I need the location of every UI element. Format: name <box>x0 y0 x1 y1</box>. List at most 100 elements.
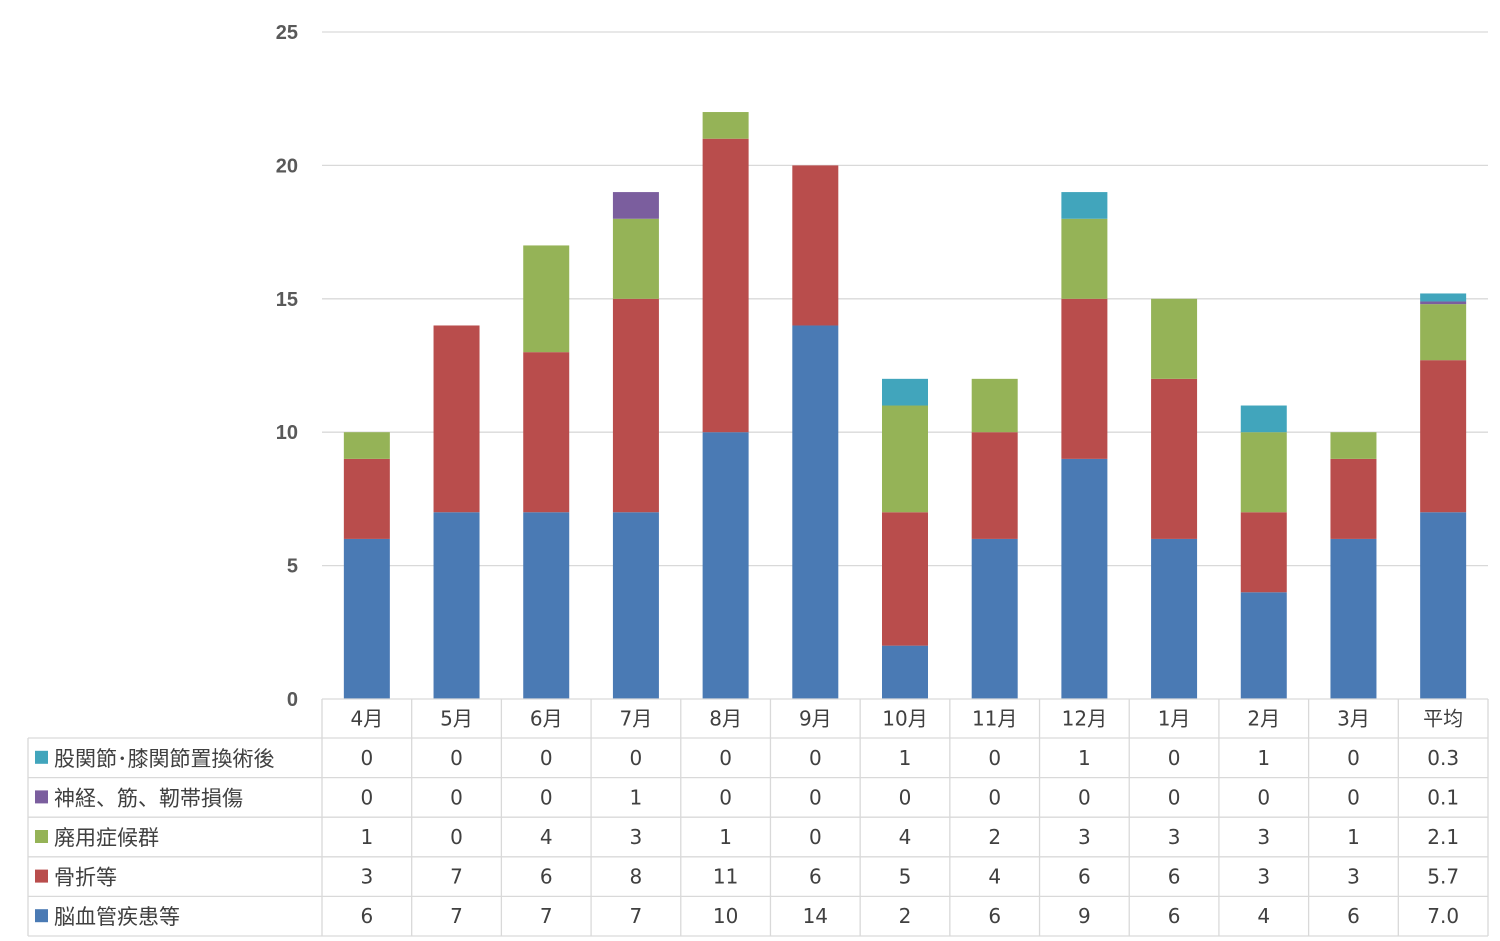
data-label: 0 <box>450 825 463 849</box>
data-label: 0.1 <box>1427 785 1459 809</box>
x-category-label: 4月 <box>350 707 383 731</box>
bar-segment-3-3 <box>612 192 659 219</box>
x-category-label: 2月 <box>1247 707 1280 731</box>
data-label: 2 <box>899 904 912 928</box>
data-label: 0 <box>988 785 1001 809</box>
data-label: 14 <box>803 904 828 928</box>
data-label: 7 <box>630 904 643 928</box>
data-label: 3 <box>1078 825 1091 849</box>
bar-segment-0-6 <box>882 645 928 699</box>
bar-segment-0-11 <box>1330 538 1377 699</box>
bar-segment-1-5 <box>792 165 839 326</box>
data-label: 5.7 <box>1427 865 1459 889</box>
bar-segment-2-11 <box>1330 432 1377 459</box>
bar-segment-0-3 <box>612 512 659 699</box>
legend-label: 骨折等 <box>54 866 117 890</box>
bar-segment-2-9 <box>1151 298 1198 379</box>
y-axis-ticks: 0 5 10 15 20 25 <box>276 22 298 711</box>
data-label: 0 <box>809 746 822 770</box>
bar-segment-2-10 <box>1240 432 1287 513</box>
legend-label: 廃用症候群 <box>54 826 159 850</box>
data-label: 3 <box>1257 825 1270 849</box>
bars <box>343 112 1467 699</box>
x-category-label: 1月 <box>1158 707 1191 731</box>
data-label: 0 <box>450 785 463 809</box>
x-category-label: 12月 <box>1062 707 1107 731</box>
data-label: 4 <box>1257 904 1270 928</box>
data-label: 5 <box>899 865 912 889</box>
data-label: 0 <box>809 825 822 849</box>
data-label: 3 <box>1168 825 1181 849</box>
y-tick-label: 25 <box>276 22 298 44</box>
data-label: 1 <box>1078 746 1091 770</box>
data-label: 1 <box>1257 746 1270 770</box>
x-category-label: 11月 <box>972 707 1017 731</box>
bar-segment-0-8 <box>1061 458 1108 699</box>
data-label: 3 <box>360 865 373 889</box>
bar-segment-4-10 <box>1240 405 1287 433</box>
gridlines <box>322 31 1488 567</box>
data-label: 7.0 <box>1427 904 1459 928</box>
bar-segment-0-1 <box>433 512 480 699</box>
y-tick-label: 20 <box>276 155 298 177</box>
data-label: 0 <box>1347 746 1360 770</box>
x-category-label: 平均 <box>1423 707 1463 731</box>
legend-swatch <box>35 909 48 923</box>
data-label: 0 <box>540 746 553 770</box>
bar-segment-3-12 <box>1420 301 1467 305</box>
bar-segment-1-12 <box>1420 360 1467 513</box>
data-label: 0 <box>360 746 373 770</box>
legend-swatch <box>35 830 48 843</box>
bar-segment-0-7 <box>971 538 1018 699</box>
data-label: 0 <box>899 785 912 809</box>
data-label: 6 <box>809 865 822 889</box>
legend-label: 脳血管疾患等 <box>54 905 180 929</box>
bar-segment-2-6 <box>882 405 928 513</box>
data-label: 1 <box>719 825 732 849</box>
y-tick-label: 10 <box>276 422 298 444</box>
data-label: 6 <box>1168 904 1181 928</box>
bar-segment-1-9 <box>1151 378 1198 539</box>
bar-segment-2-8 <box>1061 218 1108 299</box>
data-label: 10 <box>713 904 738 928</box>
data-label: 7 <box>450 904 463 928</box>
legend-swatch <box>35 750 48 764</box>
bar-segment-1-6 <box>882 512 928 646</box>
bar-segment-1-0 <box>343 458 390 539</box>
bar-segment-1-2 <box>523 352 570 513</box>
legend-swatch <box>35 869 48 883</box>
bar-segment-2-0 <box>343 432 390 459</box>
bar-segment-2-12 <box>1420 304 1467 361</box>
bar-segment-4-8 <box>1061 192 1108 219</box>
bar-segment-2-2 <box>523 245 570 353</box>
data-label: 7 <box>450 865 463 889</box>
x-category-label: 8月 <box>709 707 742 731</box>
data-label: 8 <box>630 865 643 889</box>
data-label: 3 <box>1257 865 1270 889</box>
bar-segment-0-9 <box>1151 538 1198 699</box>
bar-segment-1-11 <box>1330 458 1377 539</box>
data-label: 1 <box>360 825 373 849</box>
data-label: 0 <box>630 746 643 770</box>
data-label: 11 <box>713 865 738 889</box>
data-label: 2 <box>988 825 1001 849</box>
bar-segment-0-2 <box>523 512 570 699</box>
x-category-label: 9月 <box>799 707 832 731</box>
y-tick-label: 0 <box>287 689 298 711</box>
data-label: 0 <box>450 746 463 770</box>
data-label: 0 <box>1257 785 1270 809</box>
data-label: 0 <box>1078 785 1091 809</box>
legend-label: 神経、筋、靭帯損傷 <box>54 786 243 810</box>
bar-segment-0-12 <box>1420 512 1467 699</box>
bar-segment-0-4 <box>702 432 749 699</box>
x-category-label: 10月 <box>882 707 927 731</box>
bar-segment-2-7 <box>971 378 1018 433</box>
data-label: 3 <box>630 825 643 849</box>
data-label: 4 <box>899 825 912 849</box>
data-label: 6 <box>360 904 373 928</box>
data-label: 6 <box>1078 865 1091 889</box>
legend-swatch <box>35 790 48 804</box>
bar-segment-4-6 <box>882 378 928 406</box>
bar-segment-2-3 <box>612 218 659 299</box>
data-label: 0 <box>809 785 822 809</box>
